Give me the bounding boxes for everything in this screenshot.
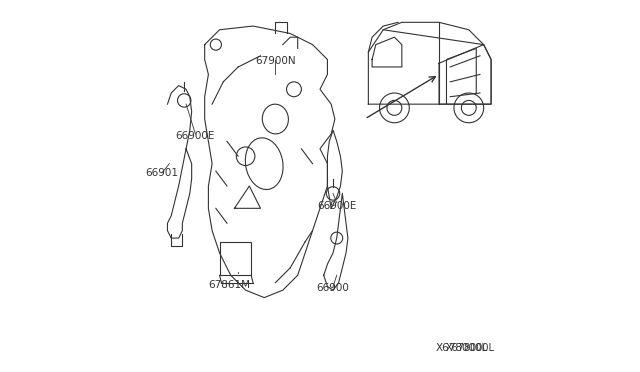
- Text: X678000L: X678000L: [435, 343, 488, 353]
- Text: X678000L: X678000L: [446, 343, 495, 353]
- Text: 66901: 66901: [145, 168, 179, 178]
- Text: 67861M: 67861M: [208, 280, 250, 289]
- Text: 66900E: 66900E: [317, 202, 356, 211]
- Text: 66900: 66900: [317, 283, 349, 293]
- Text: 66900E: 66900E: [176, 131, 215, 141]
- Bar: [220, 242, 251, 275]
- Text: 67900N: 67900N: [255, 57, 296, 66]
